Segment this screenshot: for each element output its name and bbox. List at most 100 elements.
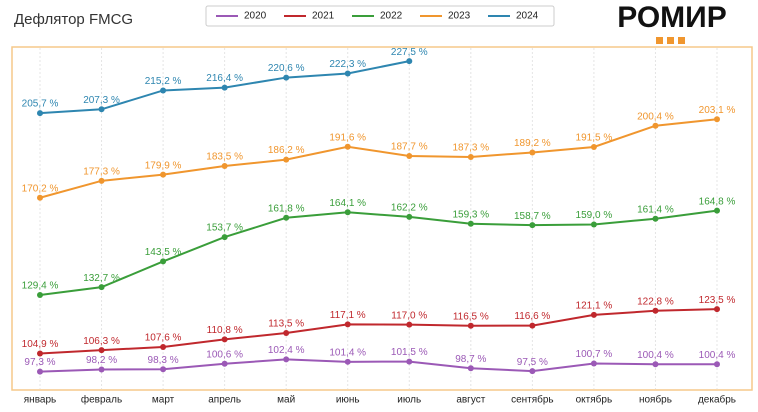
- point: [406, 58, 413, 65]
- point: [221, 234, 228, 241]
- data-label: 100,7 %: [576, 349, 613, 360]
- point: [529, 368, 536, 375]
- data-label: 132,7 %: [83, 273, 120, 284]
- point: [590, 360, 597, 367]
- point: [406, 213, 413, 220]
- legend-label: 2020: [244, 11, 267, 22]
- data-label: 116,5 %: [453, 311, 489, 322]
- x-tick-label: октябрь: [576, 394, 613, 406]
- point: [160, 87, 167, 94]
- data-label: 159,3 %: [452, 209, 489, 220]
- series-line: [39, 209, 718, 297]
- point: [714, 116, 720, 123]
- point: [98, 366, 105, 373]
- data-label: 203,1 %: [699, 105, 736, 116]
- legend-label: 2024: [516, 11, 539, 22]
- data-label: 107,6 %: [145, 333, 182, 344]
- data-label: 161,4 %: [637, 204, 674, 215]
- data-label: 205,7 %: [22, 99, 59, 110]
- x-tick-label: декабрь: [698, 394, 736, 406]
- point: [160, 344, 167, 351]
- point: [221, 84, 228, 91]
- data-label: 162,2 %: [391, 202, 428, 213]
- point: [467, 322, 474, 329]
- x-tick-label: ноябрь: [639, 394, 672, 406]
- x-tick-label: апрель: [208, 395, 241, 406]
- plot-frame: [11, 46, 753, 391]
- data-label: 183,5 %: [206, 152, 243, 163]
- x-tick-label: сентябрь: [511, 394, 554, 406]
- point: [344, 321, 351, 328]
- data-label: 117,1 %: [330, 310, 366, 321]
- data-label: 158,7 %: [514, 211, 551, 222]
- data-label: 191,5 %: [576, 133, 613, 144]
- data-label: 216,4 %: [206, 73, 243, 84]
- data-label: 122,8 %: [637, 296, 674, 307]
- point: [37, 350, 43, 357]
- data-label: 100,6 %: [206, 349, 243, 360]
- data-label: 164,8 %: [699, 196, 736, 207]
- point: [160, 171, 167, 178]
- data-label: 97,5 %: [517, 357, 548, 368]
- point: [467, 220, 474, 227]
- data-label: 187,3 %: [452, 143, 489, 154]
- data-label: 98,7 %: [455, 354, 486, 365]
- point: [529, 322, 536, 329]
- point: [652, 307, 659, 314]
- point: [283, 74, 290, 81]
- point: [714, 207, 720, 214]
- data-label: 102,4 %: [268, 345, 305, 356]
- point: [283, 329, 290, 336]
- point: [221, 360, 228, 367]
- data-label: 98,2 %: [86, 355, 117, 366]
- data-label: 222,3 %: [329, 59, 366, 70]
- x-tick-label: февраль: [81, 394, 122, 406]
- point: [590, 221, 597, 228]
- x-tick-label: январь: [24, 395, 56, 406]
- point: [221, 163, 228, 170]
- point: [98, 347, 105, 354]
- logo-square: [667, 37, 674, 44]
- data-label: 110,8 %: [207, 325, 243, 336]
- point: [344, 143, 351, 150]
- point: [344, 358, 351, 365]
- point: [590, 143, 597, 150]
- data-label: 100,4 %: [699, 350, 736, 361]
- point: [98, 284, 105, 291]
- logo: РОМИР: [617, 1, 727, 34]
- point: [283, 214, 290, 221]
- data-label: 129,4 %: [22, 281, 59, 292]
- data-label: 220,6 %: [268, 63, 305, 74]
- data-label: 177,3 %: [83, 166, 120, 177]
- data-label: 189,2 %: [514, 138, 551, 149]
- data-label: 100,4 %: [637, 350, 674, 361]
- x-tick-label: май: [277, 395, 295, 406]
- point: [37, 292, 43, 299]
- legend-label: 2022: [380, 11, 403, 22]
- data-label: 191,6 %: [329, 132, 366, 143]
- point: [406, 321, 413, 328]
- data-label: 207,3 %: [83, 95, 120, 106]
- point: [652, 215, 659, 222]
- point: [160, 366, 167, 373]
- data-label: 227,5 %: [391, 47, 428, 58]
- data-label: 101,5 %: [391, 347, 428, 358]
- data-label: 116,6 %: [514, 311, 550, 322]
- point: [344, 70, 351, 77]
- data-label: 170,2 %: [22, 183, 59, 194]
- x-tick-label: март: [152, 395, 175, 406]
- point: [467, 153, 474, 160]
- logo-square: [656, 37, 663, 44]
- x-tick-label: июнь: [336, 395, 360, 406]
- point: [221, 336, 228, 343]
- data-label: 97,3 %: [24, 357, 55, 368]
- point: [529, 222, 536, 229]
- series-line: [39, 118, 718, 199]
- data-label: 153,7 %: [206, 223, 243, 234]
- point: [37, 194, 43, 201]
- x-tick-label: июль: [397, 395, 421, 406]
- point: [406, 153, 413, 160]
- point: [98, 177, 105, 184]
- data-label: 104,9 %: [22, 339, 59, 350]
